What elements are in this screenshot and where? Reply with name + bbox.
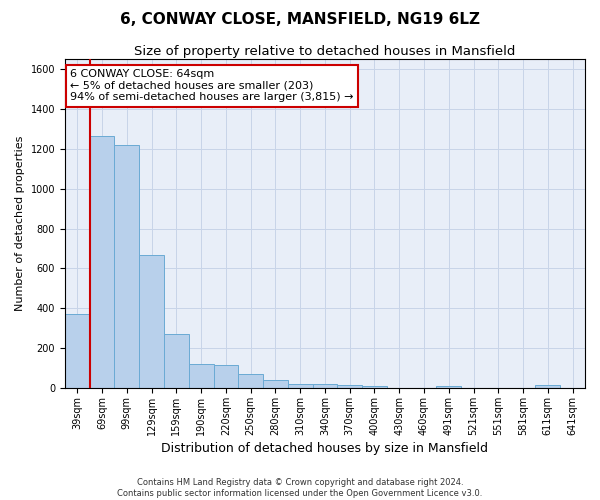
Bar [238,374,263,388]
Bar [263,380,288,388]
Bar [139,256,164,388]
Bar [189,364,214,388]
X-axis label: Distribution of detached houses by size in Mansfield: Distribution of detached houses by size … [161,442,488,455]
Bar [436,386,461,388]
Bar [362,386,387,388]
Y-axis label: Number of detached properties: Number of detached properties [15,136,25,312]
Title: Size of property relative to detached houses in Mansfield: Size of property relative to detached ho… [134,45,515,58]
Text: 6 CONWAY CLOSE: 64sqm
← 5% of detached houses are smaller (203)
94% of semi-deta: 6 CONWAY CLOSE: 64sqm ← 5% of detached h… [70,69,353,102]
Bar [337,385,362,388]
Bar [89,136,115,388]
Bar [115,145,139,388]
Bar [535,385,560,388]
Bar [164,334,189,388]
Bar [214,365,238,388]
Text: 6, CONWAY CLOSE, MANSFIELD, NG19 6LZ: 6, CONWAY CLOSE, MANSFIELD, NG19 6LZ [120,12,480,28]
Bar [288,384,313,388]
Bar [65,314,89,388]
Bar [313,384,337,388]
Text: Contains HM Land Registry data © Crown copyright and database right 2024.
Contai: Contains HM Land Registry data © Crown c… [118,478,482,498]
